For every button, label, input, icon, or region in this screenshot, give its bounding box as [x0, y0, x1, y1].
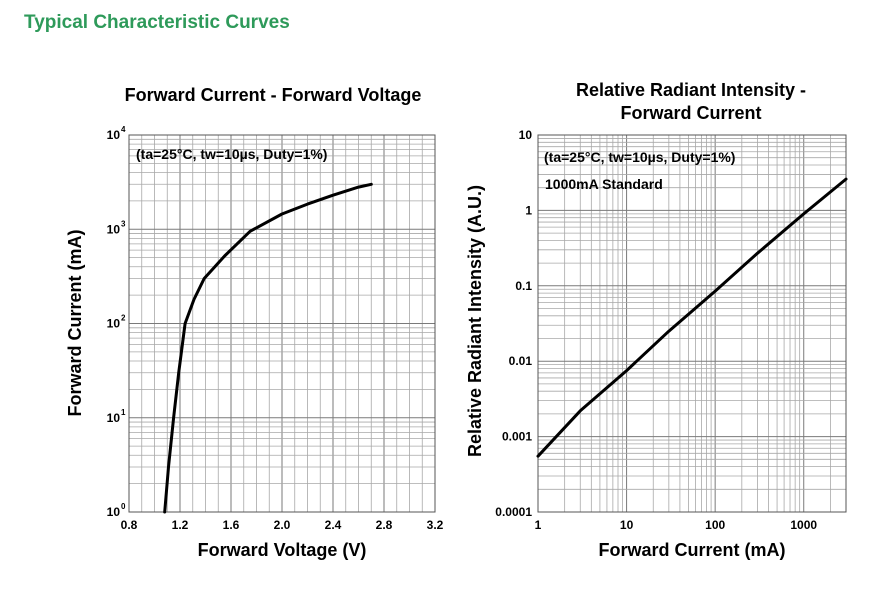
chart2-xlabel: Forward Current (mA) [598, 540, 785, 560]
chart1-annotation: (ta=25°C, tw=10µs, Duty=1%) [136, 146, 327, 162]
chart2-x-tick-label: 10 [620, 518, 634, 532]
chart2-x-tick-label: 1 [535, 518, 542, 532]
chart2-x-tick-label: 100 [705, 518, 725, 532]
chart1-grid [129, 135, 435, 512]
chart1-x-tick-label: 1.2 [172, 518, 189, 532]
chart2-frame [537, 134, 847, 513]
chart2-y-tick-label: 0.01 [509, 354, 533, 368]
chart1-y-tick-exponent: 1 [121, 408, 126, 417]
chart1-x-tick-label: 2.8 [376, 518, 393, 532]
chart2-x-ticks: 1 10 100 1000 [535, 518, 818, 532]
chart2-ylabel: Relative Radiant Intensity (A.U.) [465, 185, 485, 457]
chart1-x-tick-label: 2.0 [274, 518, 291, 532]
chart2-title-line1: Relative Radiant Intensity - [576, 80, 806, 100]
chart2-x-tick-label: 1000 [790, 518, 817, 532]
chart1-x-tick-label: 2.4 [325, 518, 342, 532]
chart2-annotation: (ta=25°C, tw=10µs, Duty=1%) [544, 149, 735, 165]
chart2-y-tick-label: 0.0001 [495, 505, 532, 519]
page-title: Typical Characteristic Curves [24, 12, 290, 33]
chart1-x-tick-label: 3.2 [427, 518, 444, 532]
chart2-title-line2: Forward Current [620, 103, 761, 123]
chart1-x-tick-label: 0.8 [121, 518, 138, 532]
chart2-y-tick-label: 1 [525, 203, 532, 217]
chart2-grid [538, 135, 846, 512]
chart2-series-line [536, 177, 848, 458]
chart1-y-tick-exponent: 4 [121, 125, 126, 134]
chart2-y-ticks: 0.0001 0.001 0.01 0.1 1 10 [495, 128, 532, 519]
chart2-y-tick-label: 10 [519, 128, 533, 142]
chart1-y-tick-label: 10 [107, 128, 121, 142]
chart-radiant-intensity: Relative Radiant Intensity - Forward Cur… [465, 80, 848, 560]
chart1-frame [128, 134, 436, 513]
chart2-y-tick-label: 0.001 [502, 430, 532, 444]
chart1-title: Forward Current - Forward Voltage [125, 85, 422, 105]
chart1-y-tick-label: 10 [107, 411, 121, 425]
chart1-y-tick-exponent: 3 [121, 219, 126, 228]
chart1-ylabel: Forward Current (mA) [65, 229, 85, 416]
chart1-xlabel: Forward Voltage (V) [198, 540, 367, 560]
chart1-y-tick-label: 10 [107, 222, 121, 236]
chart1-y-tick-label: 10 [107, 317, 121, 331]
chart1-x-ticks: 0.8 1.2 1.6 2.0 2.4 2.8 3.2 [121, 518, 444, 532]
chart1-series-line [163, 182, 373, 514]
chart2-y-tick-label: 0.1 [515, 279, 532, 293]
chart1-x-tick-label: 1.6 [223, 518, 240, 532]
chart1-y-tick-exponent: 2 [121, 314, 126, 323]
chart1-y-tick-label: 10 [107, 505, 121, 519]
chart-forward-voltage: Forward Current - Forward Voltage 0.8 1.2… [65, 85, 444, 560]
chart1-y-tick-exponent: 0 [121, 502, 126, 511]
chart2-annotation-standard: 1000mA Standard [545, 176, 663, 192]
